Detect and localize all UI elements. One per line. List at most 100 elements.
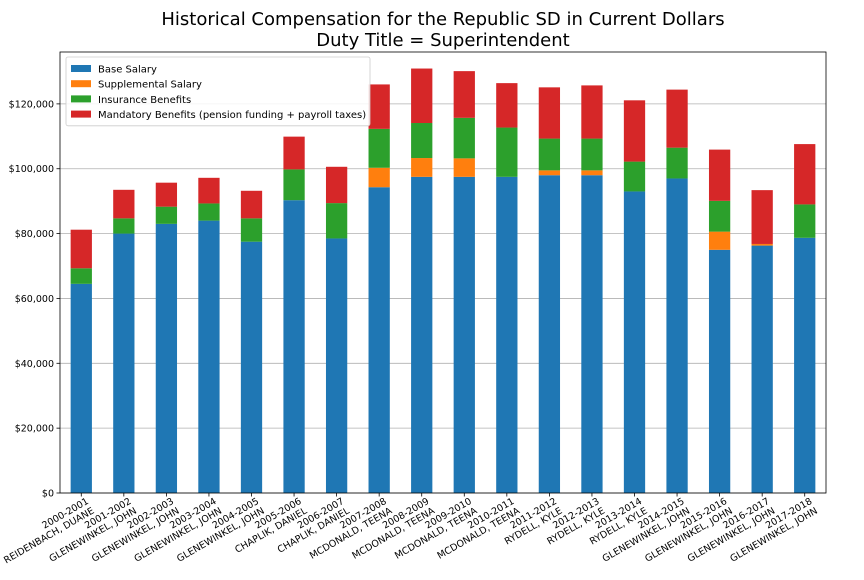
bar-stack	[411, 68, 433, 493]
bar-segment	[496, 83, 518, 128]
bar-stack	[708, 149, 731, 493]
legend: Base Salary Supplemental Salary Insurance …	[65, 56, 371, 127]
y-tick-label: $120,000	[9, 99, 54, 110]
bar-segment	[538, 138, 561, 171]
y-tick-label: $0	[42, 489, 54, 500]
bar-segment	[708, 249, 731, 493]
bar-stack	[453, 71, 475, 493]
bar-segment	[411, 158, 433, 177]
bar-segment	[325, 166, 348, 204]
bar-segment	[453, 158, 475, 177]
bar-segment	[113, 233, 135, 493]
bar-segment	[411, 123, 433, 159]
bar-segment	[368, 167, 390, 188]
y-tick-label: $40,000	[15, 359, 54, 370]
y-axis-ticks: $0 $20,000 $40,000 $60,000 $80,000 $100,000 $1…	[9, 99, 60, 500]
bar-segment	[198, 177, 220, 204]
bar-segment	[496, 127, 518, 177]
legend-swatch	[71, 110, 91, 118]
bar-segment	[581, 138, 603, 171]
bar-segment	[283, 136, 305, 170]
legend-label: Base Salary	[98, 65, 157, 76]
bar-stack	[538, 87, 561, 493]
bar-segment	[538, 175, 561, 493]
legend-swatch	[71, 95, 91, 103]
legend-label: Supplemental Salary	[98, 80, 202, 91]
bar-stack	[283, 136, 305, 493]
bar-stack	[113, 189, 135, 493]
bar-segment	[453, 176, 475, 493]
bar-segment	[240, 190, 263, 219]
bar-segment	[325, 238, 348, 493]
bar-segment	[581, 175, 603, 493]
legend-label: Insurance Benefits	[98, 95, 191, 106]
bar-stack	[581, 85, 603, 493]
bar-segment	[751, 243, 773, 246]
bar-segment	[538, 170, 561, 176]
bar-segment	[368, 84, 390, 129]
bar-segment	[368, 128, 390, 168]
bar-segment	[453, 117, 475, 159]
bar-segment	[794, 144, 816, 205]
bar-segment	[70, 229, 92, 269]
bar-stack	[325, 166, 348, 493]
legend-swatch	[71, 65, 91, 72]
bar-segment	[666, 147, 688, 179]
bar-segment	[623, 100, 646, 162]
bar-segment	[666, 89, 688, 148]
chart-subtitle: Duty Title = Superintendent	[316, 30, 569, 51]
bar-segment	[411, 68, 433, 124]
bar-segment	[794, 237, 816, 493]
y-tick-label: $100,000	[9, 164, 54, 175]
bar-segment	[155, 182, 178, 207]
y-tick-label: $80,000	[15, 229, 54, 240]
bar-segment	[411, 176, 433, 493]
legend-label: Mandatory Benefits (pension funding + pa…	[98, 110, 366, 121]
bar-segment	[453, 71, 475, 118]
bar-segment	[283, 169, 305, 201]
bar-segment	[708, 149, 731, 201]
bar-segment	[666, 178, 688, 493]
bar-segment	[155, 223, 178, 493]
bar-segment	[283, 200, 305, 493]
bar-stack	[496, 83, 518, 493]
bar-stack	[751, 190, 773, 493]
bar-segment	[70, 268, 92, 284]
bar-stack	[368, 84, 390, 493]
legend-swatch	[71, 80, 91, 88]
bar-stack	[155, 182, 178, 493]
bar-segment	[751, 245, 773, 493]
bar-segment	[240, 218, 263, 242]
bar-stack	[666, 89, 688, 493]
bar-segment	[538, 87, 561, 139]
bar-segment	[325, 203, 348, 239]
bar-segment	[708, 231, 731, 250]
bars	[70, 68, 816, 493]
bar-segment	[198, 220, 220, 493]
bar-segment	[113, 189, 135, 219]
bar-stack	[623, 100, 646, 493]
y-tick-label: $60,000	[15, 294, 54, 305]
chart-title: Historical Compensation for the Republic…	[161, 9, 724, 30]
bar-segment	[623, 161, 646, 192]
bar-segment	[155, 206, 178, 224]
bar-stack	[240, 190, 263, 493]
bar-segment	[496, 176, 518, 493]
bar-segment	[751, 190, 773, 244]
y-tick-label: $20,000	[15, 424, 54, 435]
axes	[59, 51, 827, 494]
bar-stack	[198, 177, 220, 493]
x-axis-ticks: 2000-2001REIDENBACH, DUANE2001-2002GLENE…	[2, 493, 820, 566]
bar-segment	[70, 283, 92, 493]
bar-stack	[794, 144, 816, 493]
bar-segment	[581, 85, 603, 139]
bar-segment	[708, 200, 731, 232]
bar-segment	[198, 203, 220, 221]
bar-segment	[623, 191, 646, 493]
bar-segment	[368, 187, 390, 493]
bar-segment	[581, 170, 603, 176]
plot-frame	[59, 51, 827, 494]
bar-stack	[70, 229, 92, 493]
